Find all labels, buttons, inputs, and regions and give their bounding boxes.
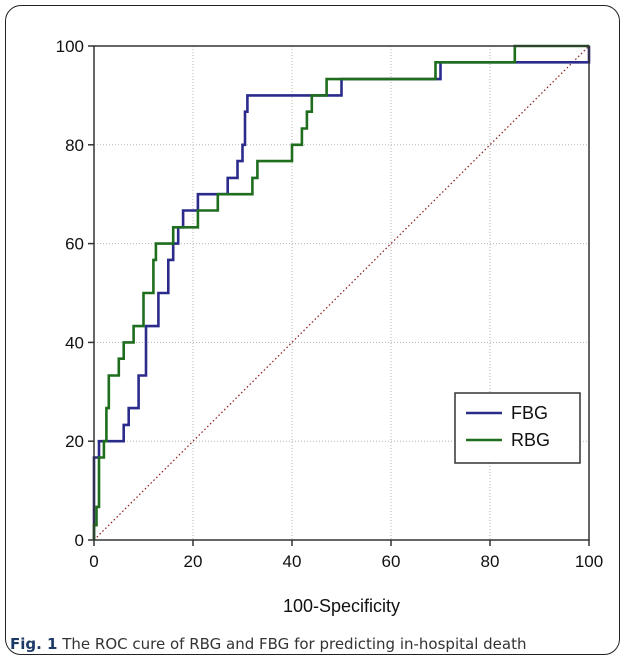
axis-ticks: 0 20 40 60 80 100 0 20 40 60 80 100 — [56, 37, 604, 571]
x-tick-label: 100 — [575, 552, 603, 571]
y-tick-label: 80 — [65, 136, 84, 155]
caption-text: The ROC cure of RBG and FBG for predicti… — [57, 635, 527, 653]
legend-box — [454, 392, 581, 464]
x-tick-label: 0 — [89, 552, 98, 571]
legend-label-rbg: RBG — [511, 430, 550, 450]
x-tick-label: 60 — [382, 552, 401, 571]
x-axis-title: 100-Specificity — [283, 596, 400, 616]
legend: FBG RBG — [454, 392, 581, 464]
series-layer — [92, 44, 591, 540]
roc-curve-rbg — [92, 44, 589, 540]
plot-border — [93, 45, 590, 541]
reference-diagonal-line — [93, 45, 590, 541]
y-tick-label: 100 — [56, 37, 84, 56]
legend-label-fbg: FBG — [511, 403, 548, 423]
figure-caption: Fig. 1 The ROC cure of RBG and FBG for p… — [10, 635, 620, 653]
x-tick-label: 40 — [283, 552, 302, 571]
x-tick-label: 80 — [481, 552, 500, 571]
reference-layer — [93, 45, 590, 541]
caption-label: Fig. 1 — [10, 635, 58, 653]
x-tick-label: 20 — [184, 552, 203, 571]
y-tick-label: 0 — [75, 531, 84, 550]
y-tick-label: 60 — [65, 235, 84, 254]
y-tick-label: 20 — [65, 432, 84, 451]
y-tick-label: 40 — [65, 333, 84, 352]
figure-frame — [5, 5, 620, 655]
